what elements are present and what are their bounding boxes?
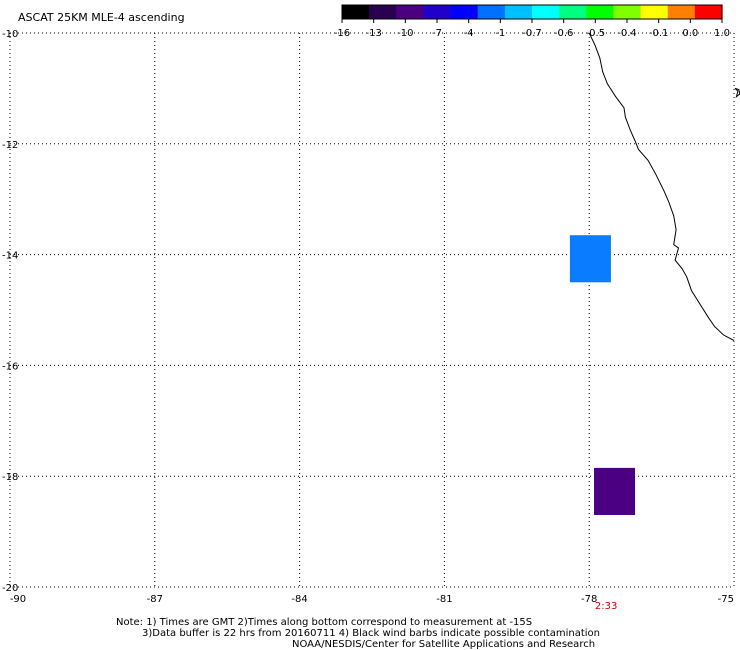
colorbar-segment (423, 5, 452, 19)
colorbar-label: -0.7 (522, 28, 542, 39)
y-tick-label: -10 (2, 29, 18, 40)
colorbar-label: -1 (495, 28, 505, 39)
colorbar-segment (640, 5, 669, 19)
island-outline (734, 87, 740, 99)
note-line-1: Note: 1) Times are GMT 2)Times along bot… (116, 617, 533, 628)
colorbar-label: -7 (432, 28, 442, 39)
x-tick-label: -84 (291, 594, 307, 605)
colorbar-segment (342, 5, 370, 19)
colorbar-segment (559, 5, 587, 19)
y-tick-label: -18 (2, 472, 18, 483)
colorbar-label: -0.6 (554, 28, 574, 39)
colorbar-segment (667, 5, 696, 19)
note-line-2: 3)Data buffer is 22 hrs from 20160711 4)… (142, 628, 600, 639)
colorbar-label: -4 (464, 28, 474, 39)
coastline-path (588, 32, 735, 341)
data-cell (594, 467, 636, 515)
colorbar-segment (694, 5, 723, 19)
map-title: ASCAT 25KM MLE-4 ascending (18, 11, 185, 24)
x-tick-label: -75 (718, 594, 734, 605)
colorbar-segment (369, 5, 397, 19)
colorbar-segment (504, 5, 533, 19)
time-label: 2:33 (595, 601, 617, 612)
colorbar-segment (450, 5, 479, 19)
data-cell (569, 235, 611, 283)
coastline (588, 32, 740, 341)
y-tick-label: -16 (2, 361, 18, 372)
data-cells (569, 235, 636, 515)
colorbar-label: -10 (397, 28, 413, 39)
x-tick-label: -90 (10, 594, 26, 605)
colorbar-segment (477, 5, 506, 19)
colorbar-segment (396, 5, 425, 19)
x-tick-label: -87 (147, 594, 163, 605)
colorbar: -16 -13 -10 -7 -4 -1 -0.7 -0.6 -0.5 -0.4 -0.1 0.0 1.… (334, 4, 730, 39)
y-tick-label: -20 (2, 583, 18, 594)
x-tick-label: -81 (436, 594, 452, 605)
colorbar-label: -0.5 (586, 28, 606, 39)
axis-labels: -90 -87 -84 -81 -78 -75 -10 -12 -14 -16 -18 -20 2:33 (2, 29, 734, 612)
y-tick-label: -12 (2, 140, 18, 151)
note-line-3: NOAA/NESDIS/Center for Satellite Applica… (292, 639, 596, 650)
graticule-grid (9, 32, 735, 588)
y-tick-label: -14 (2, 251, 18, 262)
colorbar-segment (613, 5, 642, 19)
colorbar-label: -13 (365, 28, 381, 39)
colorbar-segment (586, 5, 615, 19)
x-tick-label: -78 (581, 594, 597, 605)
colorbar-segment (532, 5, 560, 19)
